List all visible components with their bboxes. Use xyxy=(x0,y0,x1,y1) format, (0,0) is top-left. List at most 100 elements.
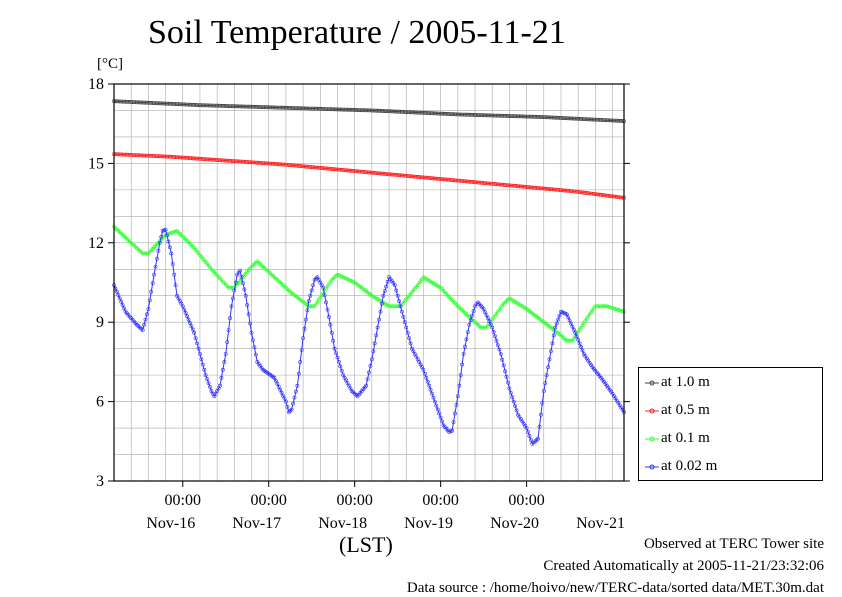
data-point xyxy=(584,191,589,195)
data-point xyxy=(163,101,168,106)
data-point xyxy=(233,280,238,285)
data-point xyxy=(453,411,457,416)
data-point xyxy=(382,289,387,294)
data-point xyxy=(374,333,379,338)
data-point xyxy=(316,106,321,111)
data-point xyxy=(504,374,509,379)
data-point xyxy=(529,185,533,190)
data-point xyxy=(493,182,498,186)
data-point xyxy=(248,321,253,326)
data-point xyxy=(119,99,124,104)
data-point xyxy=(387,109,392,114)
data-point xyxy=(398,304,403,309)
data-point xyxy=(569,338,573,343)
data-point xyxy=(316,165,321,170)
data-point xyxy=(572,116,576,121)
data-point xyxy=(230,296,235,301)
data-point xyxy=(220,158,225,163)
data-point xyxy=(589,191,594,196)
data-point xyxy=(344,107,349,112)
data-point xyxy=(259,105,264,110)
data-point xyxy=(251,104,255,109)
data-point xyxy=(576,116,581,121)
data-point xyxy=(567,116,572,121)
data-point xyxy=(435,176,440,181)
data-point xyxy=(616,195,621,200)
data-point xyxy=(282,105,287,110)
data-point xyxy=(537,115,542,119)
data-point xyxy=(557,313,562,318)
data-point xyxy=(150,281,155,286)
data-point xyxy=(465,330,470,335)
legend-marker-0-1m xyxy=(645,436,659,442)
data-point xyxy=(461,112,466,117)
data-point xyxy=(242,287,247,292)
data-point xyxy=(288,106,293,110)
data-point xyxy=(147,298,152,303)
data-point xyxy=(427,176,432,180)
data-point xyxy=(182,307,187,312)
data-point xyxy=(461,179,466,184)
data-point xyxy=(401,314,406,319)
data-point xyxy=(590,191,595,196)
data-point xyxy=(167,154,172,159)
legend-label-1m: at 1.0 m xyxy=(661,374,710,390)
data-point xyxy=(338,364,343,369)
data-point xyxy=(263,105,268,110)
legend-marker-1m xyxy=(645,380,659,386)
y-axis-unit: [°C] xyxy=(97,56,123,72)
data-point xyxy=(418,110,423,115)
data-point xyxy=(233,104,238,109)
data-point xyxy=(577,341,582,346)
data-point xyxy=(455,394,460,399)
data-point xyxy=(206,103,211,108)
data-point xyxy=(468,318,473,323)
data-point xyxy=(378,309,383,314)
data-point xyxy=(155,101,159,106)
data-point xyxy=(478,325,483,330)
data-point xyxy=(220,104,225,108)
data-point xyxy=(339,167,344,172)
data-point xyxy=(225,340,230,345)
plot-frame xyxy=(113,83,625,482)
data-point xyxy=(431,176,436,181)
data-point xyxy=(432,399,437,404)
data-point xyxy=(155,154,159,159)
data-point xyxy=(410,110,414,115)
data-point xyxy=(291,106,296,110)
data-point xyxy=(367,370,371,375)
data-point xyxy=(457,178,462,183)
data-point xyxy=(306,299,311,303)
data-point xyxy=(172,155,177,159)
data-point xyxy=(143,317,148,322)
data-point xyxy=(488,181,493,186)
data-point xyxy=(448,112,453,117)
data-point xyxy=(519,114,523,119)
data-point xyxy=(364,383,369,388)
data-point xyxy=(144,312,149,317)
data-point xyxy=(269,161,274,166)
data-point xyxy=(480,113,485,118)
data-point xyxy=(573,330,578,335)
data-point xyxy=(470,313,475,318)
data-point xyxy=(159,154,164,159)
data-point xyxy=(540,400,545,405)
data-point xyxy=(405,110,410,115)
data-point xyxy=(372,341,377,346)
data-point xyxy=(115,99,119,104)
data-point xyxy=(361,108,366,113)
data-point xyxy=(334,107,339,112)
data-point xyxy=(421,367,426,372)
x-day-label: Nov-17 xyxy=(232,515,281,532)
data-point xyxy=(240,281,245,286)
data-point xyxy=(205,377,210,382)
data-point xyxy=(498,352,503,356)
data-point xyxy=(357,169,361,174)
data-point xyxy=(298,359,303,364)
data-point xyxy=(348,107,353,112)
data-point xyxy=(508,390,513,395)
data-point xyxy=(273,378,278,383)
data-point xyxy=(519,184,523,189)
data-point xyxy=(422,371,427,376)
